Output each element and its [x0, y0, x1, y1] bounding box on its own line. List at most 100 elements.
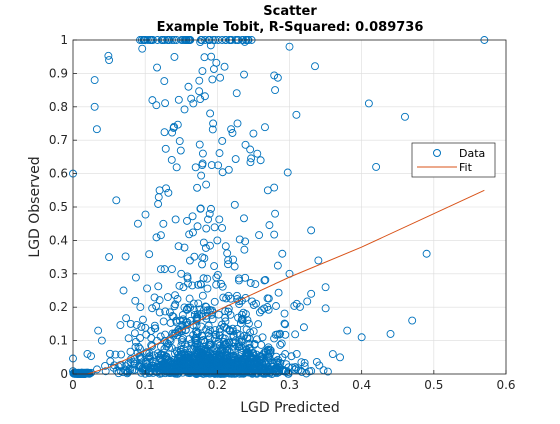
data-point [208, 125, 217, 134]
data-point [204, 215, 212, 224]
data-point [159, 219, 168, 228]
y-tick-label: 0.5 [49, 200, 68, 214]
data-point [235, 338, 244, 346]
data-point [87, 352, 96, 361]
data-point [204, 365, 213, 374]
data-point [166, 360, 175, 369]
data-point [164, 188, 173, 197]
data-point [150, 351, 159, 360]
data-point [264, 294, 273, 303]
data-point [160, 77, 169, 86]
data-point [104, 51, 113, 60]
data-point [270, 71, 279, 80]
data-point [124, 334, 133, 343]
data-point [156, 231, 165, 240]
data-point [193, 355, 202, 364]
data-point [227, 365, 236, 374]
data-point [246, 279, 255, 287]
x-tick-label: 0.2 [208, 378, 227, 392]
data-point [105, 56, 114, 64]
data-point [148, 357, 157, 366]
data-point [258, 333, 267, 342]
data-point [270, 230, 279, 239]
y-tick-label: 0.9 [49, 66, 68, 80]
data-point [200, 338, 209, 346]
data-point [139, 315, 147, 324]
data-point [208, 75, 217, 84]
data-point [228, 129, 237, 137]
data-point [364, 99, 373, 108]
data-point [226, 294, 235, 303]
data-point [206, 340, 214, 349]
data-point [201, 311, 210, 320]
data-point [162, 184, 170, 193]
data-point [198, 149, 207, 158]
data-point [203, 284, 212, 293]
data-point [153, 63, 161, 72]
data-point [307, 367, 316, 375]
data-point [277, 339, 286, 348]
data-point [256, 355, 265, 364]
legend-box [411, 142, 496, 178]
data-point [265, 221, 274, 230]
data-point [141, 210, 150, 219]
data-point [224, 256, 233, 265]
data-point [300, 362, 309, 371]
data-point [231, 344, 240, 353]
data-point [183, 216, 191, 225]
data-point [199, 306, 208, 315]
data-point [90, 102, 99, 111]
data-point [168, 128, 177, 137]
data-point [216, 73, 225, 82]
data-point [221, 339, 230, 348]
x-tick-label: 0.4 [352, 378, 371, 392]
data-point [254, 320, 263, 329]
data-point [199, 274, 208, 283]
data-point [206, 305, 214, 314]
data-point [179, 360, 187, 369]
data-point [193, 183, 202, 192]
data-point [422, 249, 431, 258]
data-point [155, 296, 164, 305]
data-point [263, 303, 272, 311]
data-point [225, 338, 234, 347]
data-point [252, 299, 261, 308]
data-point [221, 317, 230, 326]
data-point [243, 351, 252, 360]
data-point [148, 342, 156, 351]
data-point [214, 161, 223, 170]
y-tick-label: 0.6 [49, 167, 68, 181]
data-point [281, 320, 290, 329]
data-point [314, 256, 323, 265]
data-point [220, 322, 229, 331]
y-tick-label: 0 [60, 367, 68, 381]
data-point [169, 362, 178, 371]
data-point [136, 353, 145, 362]
data-point [199, 238, 208, 247]
data-point [235, 235, 244, 244]
data-point [105, 253, 114, 262]
data-point [249, 327, 258, 336]
data-point [193, 310, 202, 319]
data-point [143, 284, 152, 293]
data-point [227, 125, 236, 134]
data-point [222, 294, 231, 303]
data-point [203, 274, 212, 283]
data-point [285, 42, 294, 51]
data-point [165, 368, 173, 377]
data-point [126, 347, 135, 356]
data-point [274, 288, 283, 297]
data-point [182, 354, 191, 363]
x-tick-label: 0.6 [496, 378, 515, 392]
data-point [122, 314, 131, 323]
data-point [245, 349, 254, 358]
data-point [167, 155, 176, 164]
data-point [220, 362, 229, 371]
data-point [160, 336, 169, 345]
data-point [186, 303, 195, 312]
data-point [163, 293, 172, 301]
data-point [233, 295, 242, 303]
chart-title: Scatter [263, 4, 317, 19]
data-point [261, 123, 269, 132]
